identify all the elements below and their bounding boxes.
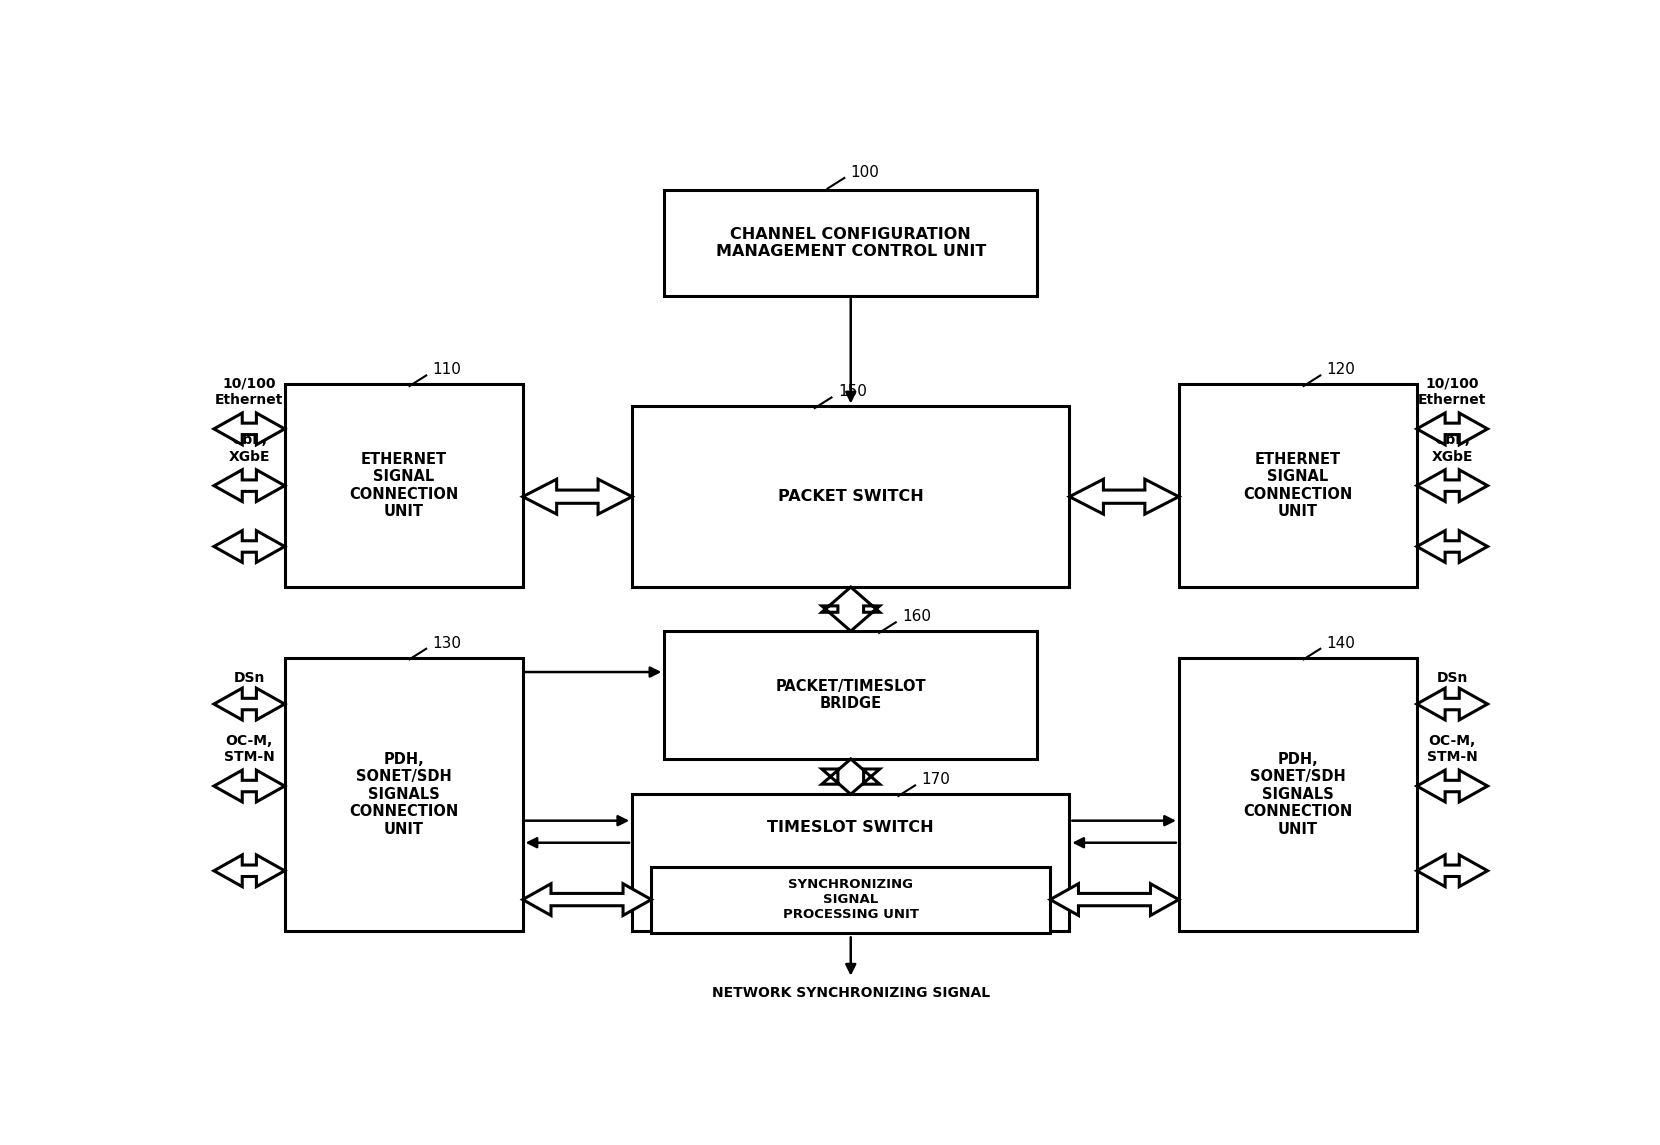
Text: GbE,
XGbE: GbE, XGbE bbox=[1431, 434, 1472, 464]
Text: 150: 150 bbox=[838, 385, 867, 400]
Text: OC-M,
STM-N: OC-M, STM-N bbox=[1428, 734, 1477, 764]
Text: GbE,
XGbE: GbE, XGbE bbox=[229, 434, 271, 464]
Text: 100: 100 bbox=[852, 165, 880, 180]
Polygon shape bbox=[1069, 480, 1179, 514]
Polygon shape bbox=[523, 884, 651, 916]
Polygon shape bbox=[214, 771, 286, 801]
Polygon shape bbox=[523, 480, 632, 514]
Text: 10/100
Ethernet: 10/100 Ethernet bbox=[1418, 377, 1486, 406]
Bar bbox=[1179, 385, 1418, 587]
Text: 140: 140 bbox=[1326, 635, 1356, 650]
Polygon shape bbox=[214, 855, 286, 886]
Bar bbox=[664, 190, 1038, 297]
Text: SYNCHRONIZING
SIGNAL
PROCESSING UNIT: SYNCHRONIZING SIGNAL PROCESSING UNIT bbox=[784, 878, 918, 921]
Polygon shape bbox=[1418, 469, 1487, 502]
Text: OC-M,
STM-N: OC-M, STM-N bbox=[224, 734, 274, 764]
Polygon shape bbox=[1418, 413, 1487, 444]
Text: 170: 170 bbox=[921, 772, 951, 787]
Polygon shape bbox=[214, 530, 286, 562]
Text: 120: 120 bbox=[1326, 362, 1356, 377]
Text: DSn: DSn bbox=[1436, 671, 1467, 685]
Polygon shape bbox=[822, 587, 880, 631]
Text: ETHERNET
SIGNAL
CONNECTION
UNIT: ETHERNET SIGNAL CONNECTION UNIT bbox=[349, 452, 458, 519]
Text: 10/100
Ethernet: 10/100 Ethernet bbox=[216, 377, 284, 406]
Polygon shape bbox=[1418, 771, 1487, 801]
Text: PDH,
SONET/SDH
SIGNALS
CONNECTION
UNIT: PDH, SONET/SDH SIGNALS CONNECTION UNIT bbox=[1243, 752, 1353, 837]
Polygon shape bbox=[214, 469, 286, 502]
Bar bbox=[632, 795, 1069, 931]
Bar bbox=[286, 385, 523, 587]
Polygon shape bbox=[1051, 884, 1179, 916]
Polygon shape bbox=[1418, 855, 1487, 886]
Text: DSn: DSn bbox=[234, 671, 266, 685]
Text: PACKET/TIMESLOT
BRIDGE: PACKET/TIMESLOT BRIDGE bbox=[775, 679, 926, 711]
Text: PDH,
SONET/SDH
SIGNALS
CONNECTION
UNIT: PDH, SONET/SDH SIGNALS CONNECTION UNIT bbox=[349, 752, 458, 837]
Polygon shape bbox=[214, 413, 286, 444]
Text: TIMESLOT SWITCH: TIMESLOT SWITCH bbox=[767, 820, 935, 835]
Bar bbox=[664, 631, 1038, 759]
Text: ETHERNET
SIGNAL
CONNECTION
UNIT: ETHERNET SIGNAL CONNECTION UNIT bbox=[1243, 452, 1353, 519]
Text: 160: 160 bbox=[903, 609, 931, 624]
Polygon shape bbox=[1418, 530, 1487, 562]
Text: PACKET SWITCH: PACKET SWITCH bbox=[779, 489, 923, 504]
Text: CHANNEL CONFIGURATION
MANAGEMENT CONTROL UNIT: CHANNEL CONFIGURATION MANAGEMENT CONTROL… bbox=[715, 227, 986, 260]
Polygon shape bbox=[822, 759, 880, 795]
Text: 110: 110 bbox=[433, 362, 461, 377]
Bar bbox=[651, 867, 1051, 933]
Bar bbox=[1179, 657, 1418, 931]
Text: NETWORK SYNCHRONIZING SIGNAL: NETWORK SYNCHRONIZING SIGNAL bbox=[712, 986, 989, 1000]
Text: 130: 130 bbox=[433, 635, 461, 650]
Bar bbox=[286, 657, 523, 931]
Polygon shape bbox=[1418, 688, 1487, 720]
Polygon shape bbox=[214, 688, 286, 720]
Bar bbox=[632, 406, 1069, 587]
